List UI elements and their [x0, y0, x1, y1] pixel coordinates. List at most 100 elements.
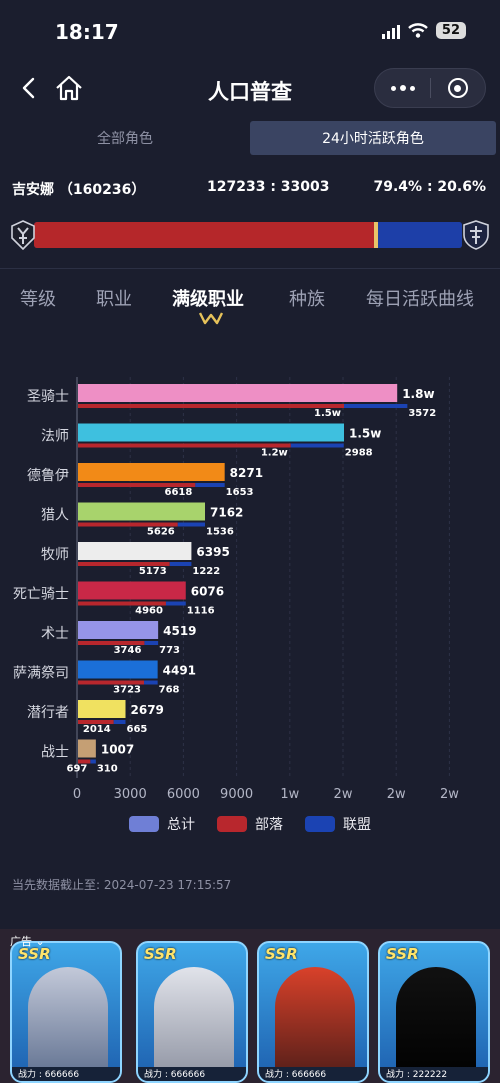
faction-balance-bar: [10, 216, 490, 254]
ad-card[interactable]: SSR 战力 : 222222: [378, 941, 490, 1083]
faction-percent-ratio: 79.4% : 20.6%: [373, 179, 487, 195]
legend-swatch-alliance: [305, 816, 335, 832]
ad-banner[interactable]: 广告 ⌄ SSR 战力 : 666666 SSR 战力 : 666666 SSR…: [0, 929, 500, 1083]
total-value-label: 6076: [191, 585, 224, 599]
back-icon[interactable]: [18, 76, 40, 100]
legend-item-horde[interactable]: 部落: [217, 814, 283, 834]
status-time: 18:17: [55, 20, 119, 44]
ssr-badge: SSR: [265, 945, 298, 963]
ad-card[interactable]: SSR 战力 : 666666: [257, 941, 369, 1083]
alliance-bar: [290, 443, 344, 448]
ad-card-power: 战力 : 666666: [259, 1067, 367, 1081]
alliance-value-label: 1536: [206, 527, 234, 538]
realm-summary: 吉安娜 （160236） 127233 : 33003 79.4% : 20.6…: [12, 179, 488, 199]
alliance-crest-icon: [463, 220, 489, 250]
tab-race[interactable]: 种族: [289, 289, 325, 310]
horde-value-label: 5173: [139, 566, 167, 577]
ad-card[interactable]: SSR 战力 : 666666: [136, 941, 248, 1083]
category-tabs: 等级 职业 满级职业 种族 每日活跃曲线: [0, 285, 500, 329]
total-bar: [78, 463, 225, 481]
horde-value-label: 4960: [135, 606, 163, 617]
legend-swatch-horde: [217, 816, 247, 832]
realm-name: 吉安娜 （160236）: [12, 182, 146, 198]
home-icon[interactable]: [54, 74, 84, 102]
legend-label-total: 总计: [167, 817, 195, 833]
horde-bar: [78, 483, 196, 487]
horde-value-label: 1.5w: [314, 408, 341, 419]
alliance-value-label: 773: [159, 645, 180, 656]
legend-label-alliance: 联盟: [343, 817, 371, 833]
total-value-label: 6395: [196, 545, 229, 559]
more-button[interactable]: [375, 68, 430, 108]
x-tick-label: 0: [73, 787, 81, 802]
horde-bar: [78, 404, 344, 408]
ssr-badge: SSR: [144, 945, 177, 963]
horde-crest-icon: [11, 220, 35, 250]
category-label: 圣骑士: [27, 389, 69, 405]
category-label: 猎人: [41, 508, 69, 524]
legend-item-alliance[interactable]: 联盟: [305, 814, 371, 834]
active-tab-indicator-icon: [199, 312, 223, 325]
category-label: 牧师: [41, 547, 69, 563]
tab-daily-activity-curve[interactable]: 每日活跃曲线: [366, 289, 474, 310]
horde-bar: [78, 443, 291, 448]
section-divider: [0, 268, 500, 269]
total-value-label: 8271: [230, 466, 263, 480]
category-label: 死亡骑士: [13, 587, 69, 603]
tab-active-24h[interactable]: 24小时活跃角色: [250, 121, 496, 155]
ad-cards: SSR 战力 : 666666 SSR 战力 : 666666 SSR 战力 :…: [0, 941, 500, 1083]
x-tick-label: 6000: [167, 787, 200, 802]
hero-figure: [154, 967, 234, 1081]
horde-value-label: 3723: [113, 685, 141, 696]
ssr-badge: SSR: [18, 945, 51, 963]
ad-card[interactable]: SSR 战力 : 666666: [10, 941, 122, 1083]
bar-chart-svg: 0 3000 6000 9000 1w 2w 2w 2w 圣骑士 1.8w 1.5w 3572 法师 1.…: [13, 377, 459, 802]
tab-all-roles[interactable]: 全部角色: [97, 131, 153, 147]
alliance-bar: [90, 759, 96, 764]
total-value-label: 1.5w: [349, 427, 381, 441]
horde-bar: [78, 641, 145, 645]
faction-separator: [373, 222, 378, 248]
close-mini-program-button[interactable]: [431, 68, 485, 108]
total-bar: [78, 502, 206, 521]
category-label: 德鲁伊: [27, 468, 69, 484]
hero-figure: [396, 967, 476, 1081]
target-icon: [447, 78, 468, 98]
alliance-value-label: 768: [159, 685, 180, 696]
alliance-bar: [165, 601, 186, 606]
horde-bar: [78, 720, 114, 724]
total-bar: [78, 581, 186, 600]
tab-level[interactable]: 等级: [20, 289, 56, 310]
alliance-value-label: 310: [97, 764, 118, 775]
alliance-value-label: 665: [127, 724, 148, 735]
total-value-label: 7162: [210, 506, 243, 520]
x-tick-label: 3000: [114, 787, 147, 802]
ssr-badge: SSR: [386, 945, 419, 963]
tab-max-level-class[interactable]: 满级职业: [172, 289, 244, 310]
horde-value-label: 697: [66, 764, 87, 775]
wifi-icon: [408, 23, 428, 38]
hero-figure: [275, 967, 355, 1081]
status-icons: 52: [381, 22, 466, 39]
alliance-value-label: 2988: [345, 448, 373, 459]
nav-bar: 人口普查: [0, 62, 500, 114]
alliance-bar: [113, 720, 126, 724]
data-update-time: 当先数据截止至: 2024-07-23 17:15:57: [12, 878, 232, 892]
category-label: 术士: [41, 626, 69, 642]
total-bar: [78, 542, 192, 560]
alliance-bar: [195, 483, 225, 487]
total-value-label: 4519: [163, 624, 196, 638]
total-value-label: 2679: [131, 703, 164, 717]
category-label: 战士: [41, 745, 69, 761]
alliance-bar: [177, 522, 206, 527]
x-tick-label: 9000: [220, 787, 253, 802]
faction-count-ratio: 127233 : 33003: [207, 179, 330, 195]
category-label: 法师: [41, 429, 69, 445]
horde-value-label: 5626: [147, 527, 175, 538]
horde-value-label: 6618: [165, 487, 193, 498]
tab-class[interactable]: 职业: [96, 289, 132, 310]
total-bar: [78, 660, 158, 679]
x-tick-label: 2w: [387, 787, 406, 802]
chart-legend: 总计 部落 联盟: [0, 814, 500, 834]
legend-item-total[interactable]: 总计: [129, 814, 195, 834]
